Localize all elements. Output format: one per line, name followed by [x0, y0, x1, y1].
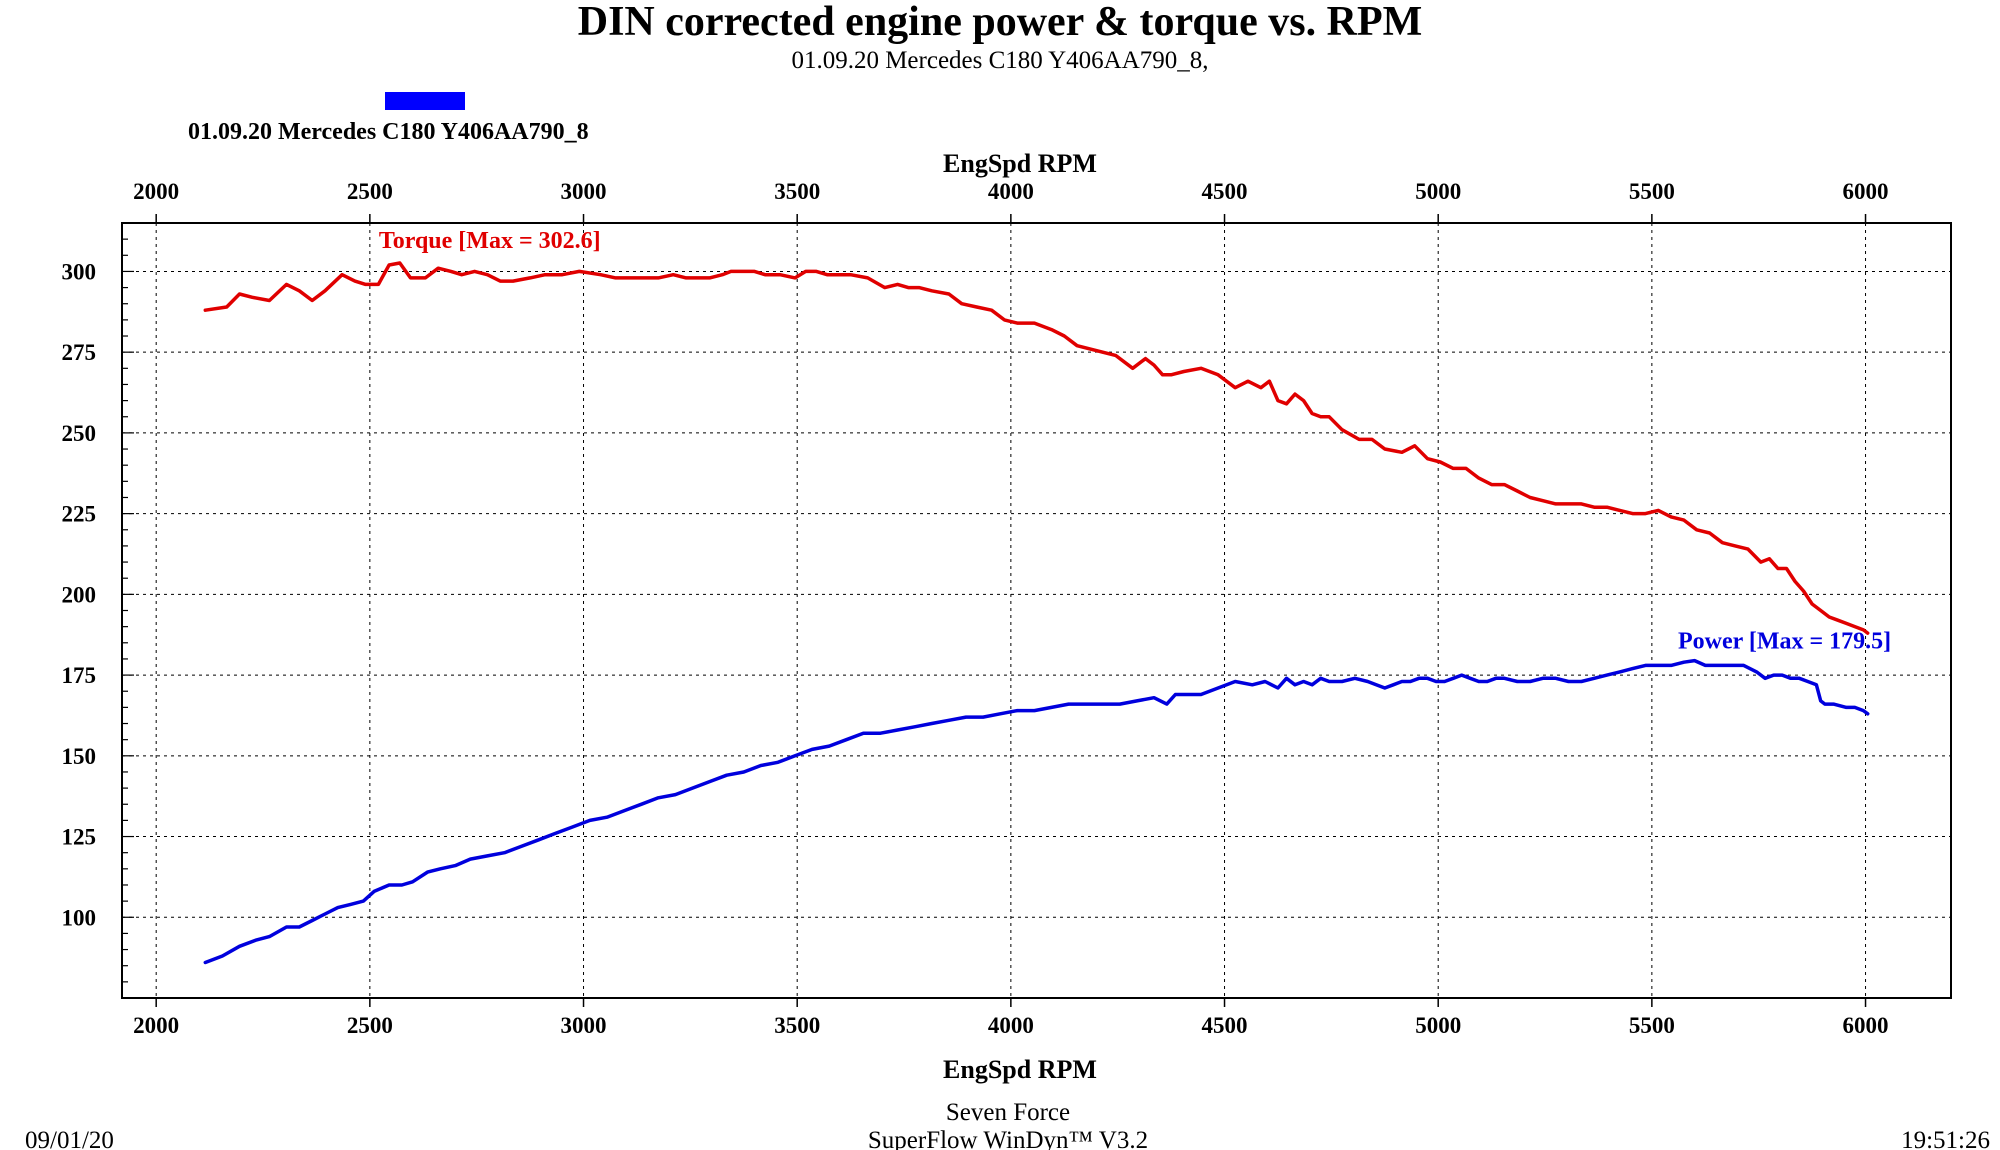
tick-labels: 2000 2000 2500 2500 3000 3000 3500 3500 4000 4000… [62, 179, 1889, 1038]
y-tick-label: 300 [62, 259, 97, 284]
series-layer [203, 261, 1870, 965]
x-axis-label-top: EngSpd RPM [943, 149, 1097, 178]
power-max-label: Power [Max = 179.5] [1678, 629, 1891, 655]
x-tick-label-top: 2500 [347, 179, 393, 204]
y-tick-label: 100 [62, 905, 97, 930]
x-tick-label-bottom: 5500 [1629, 1013, 1675, 1038]
x-tick-label-bottom: 3000 [561, 1013, 607, 1038]
footer-company: Seven Force [946, 1099, 1070, 1126]
annotations: Torque [Max = 302.6] Power [Max = 179.5] [379, 228, 1891, 655]
grid [122, 214, 1951, 1007]
y-tick-label: 150 [62, 744, 97, 769]
x-tick-label-bottom: 2500 [347, 1013, 393, 1038]
y-tick-label: 175 [62, 663, 97, 688]
chart-subtitle: 01.09.20 Mercedes C180 Y406AA790_8, [791, 47, 1208, 74]
x-tick-label-bottom: 4500 [1202, 1013, 1248, 1038]
legend-swatch [385, 92, 465, 110]
plot-frame [121, 222, 1952, 999]
y-tick-label: 250 [62, 421, 97, 446]
x-tick-label-bottom: 3500 [774, 1013, 820, 1038]
x-tick-label-bottom: 2000 [133, 1013, 179, 1038]
series-line-torque [203, 261, 1870, 635]
x-tick-label-top: 3500 [774, 179, 820, 204]
x-tick-label-top: 5000 [1415, 179, 1461, 204]
x-tick-label-top: 5500 [1629, 179, 1675, 204]
x-tick-label-top: 4000 [988, 179, 1034, 204]
y-tick-label: 200 [62, 582, 97, 607]
y-tick-label: 225 [62, 502, 97, 527]
footer-time: 19:51:26 [1901, 1127, 1990, 1150]
x-tick-label-top: 3000 [561, 179, 607, 204]
x-tick-label-top: 4500 [1202, 179, 1248, 204]
y-tick-label: 125 [62, 825, 97, 850]
x-tick-label-bottom: 6000 [1843, 1013, 1889, 1038]
series-line-power [203, 658, 1870, 965]
legend-label: 01.09.20 Mercedes C180 Y406AA790_8 [188, 119, 589, 145]
chart-title: DIN corrected engine power & torque vs. … [578, 0, 1423, 45]
footer-software: SuperFlow WinDyn™ V3.2 [868, 1127, 1148, 1150]
x-tick-label-bottom: 5000 [1415, 1013, 1461, 1038]
x-axis-label-bottom: EngSpd RPM [943, 1055, 1097, 1084]
y-tick-label: 275 [62, 340, 97, 365]
x-tick-label-top: 6000 [1843, 179, 1889, 204]
torque-max-label: Torque [Max = 302.6] [379, 228, 601, 254]
footer-date: 09/01/20 [25, 1127, 114, 1150]
x-tick-label-top: 2000 [133, 179, 179, 204]
x-tick-label-bottom: 4000 [988, 1013, 1034, 1038]
